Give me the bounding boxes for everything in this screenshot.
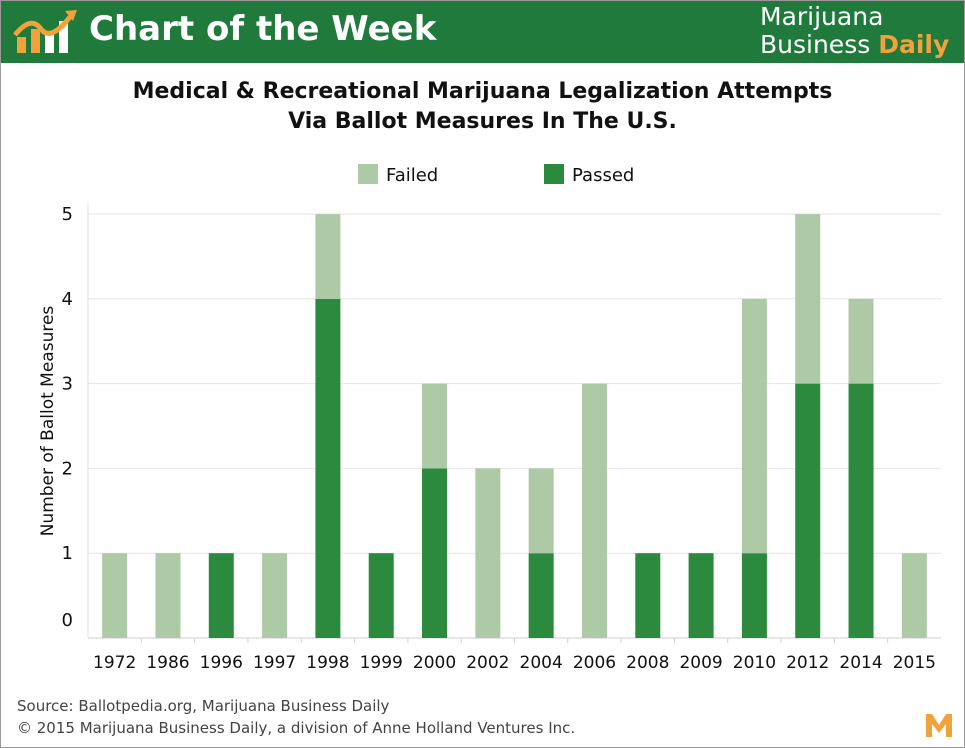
header-title: Chart of the Week [89,9,437,49]
x-tick-label: 1998 [306,653,349,673]
bar-failed-2000 [422,383,448,469]
chart-title-line1: Medical & Recreational Marijuana Legaliz… [132,79,833,104]
x-tick-label: 2014 [839,653,882,673]
chart-title: Medical & Recreational Marijuana Legaliz… [1,77,964,137]
x-tick-label: 2010 [733,653,776,673]
legend-label-passed: Passed [572,165,634,186]
y-tick-label: 3 [62,374,73,395]
brand-line2-a: Business [760,30,879,59]
source-note: Source: Ballotpedia.org, Marijuana Busin… [17,697,390,715]
legend-label-failed: Failed [386,165,438,186]
header-banner: Chart of the Week Marijuana Business Dai… [1,1,964,63]
bar-failed-1998 [315,214,341,299]
bar-passed-2010 [741,553,767,638]
y-axis-label: Number of Ballot Measures [38,306,58,537]
x-tick-label: 2004 [520,653,563,673]
bar-passed-2014 [848,383,874,638]
bar-failed-1972 [102,553,128,638]
x-tick-label: 2012 [786,653,829,673]
y-tick-label: 1 [62,543,73,564]
x-tick-label: 2006 [573,653,616,673]
bar-chart-trend-icon [13,10,77,53]
bar-failed-2004 [528,468,554,554]
x-tick-label: 1999 [360,653,403,673]
bar-passed-1998 [315,298,341,638]
y-tick-label: 2 [62,458,73,479]
bar-failed-2002 [475,468,501,638]
x-tick-label: 2009 [679,653,722,673]
footer: Source: Ballotpedia.org, Marijuana Busin… [17,695,575,739]
bar-failed-2012 [795,214,821,384]
legend-swatch-failed [358,164,378,184]
x-tick-label: 1996 [200,653,243,673]
bar-failed-2006 [581,383,607,638]
brand-line2-b: Daily [878,30,950,59]
brand-logo: Marijuana Business Daily [760,3,950,59]
x-tick-label: 2002 [466,653,509,673]
brand-line2: Business Daily [760,31,950,59]
chart-title-line2: Via Ballot Measures In The U.S. [288,109,677,134]
y-tick-label: 0 [62,610,73,631]
bar-passed-2009 [688,553,714,638]
x-tick-label: 2000 [413,653,456,673]
bar-failed-2014 [848,298,874,384]
x-tick-label: 1997 [253,653,296,673]
x-tick-label: 2015 [893,653,936,673]
bar-passed-2000 [422,468,448,638]
brand-line1: Marijuana [760,2,884,31]
y-tick-label: 4 [62,289,73,310]
bar-passed-1999 [368,553,394,638]
bar-failed-1997 [262,553,288,638]
bar-failed-2015 [901,553,927,638]
bar-failed-2010 [741,298,767,554]
m-logo-icon [926,714,952,737]
bar-chart: 0 1 2 3 4 5 Number of Ballot Measures 1972 1986 1… [38,164,941,673]
legend-swatch-passed [544,164,564,184]
x-tick-label: 1972 [93,653,136,673]
copyright-note: © 2015 Marijuana Business Daily, a divis… [17,719,576,737]
y-tick-label: 5 [62,204,73,225]
bar-passed-2012 [795,383,821,638]
bar-passed-1996 [208,553,234,638]
bar-passed-2004 [528,553,554,638]
bar-passed-2008 [635,553,661,638]
x-tick-label: 1986 [146,653,189,673]
x-tick-label: 2008 [626,653,669,673]
bar-failed-1986 [155,553,181,638]
